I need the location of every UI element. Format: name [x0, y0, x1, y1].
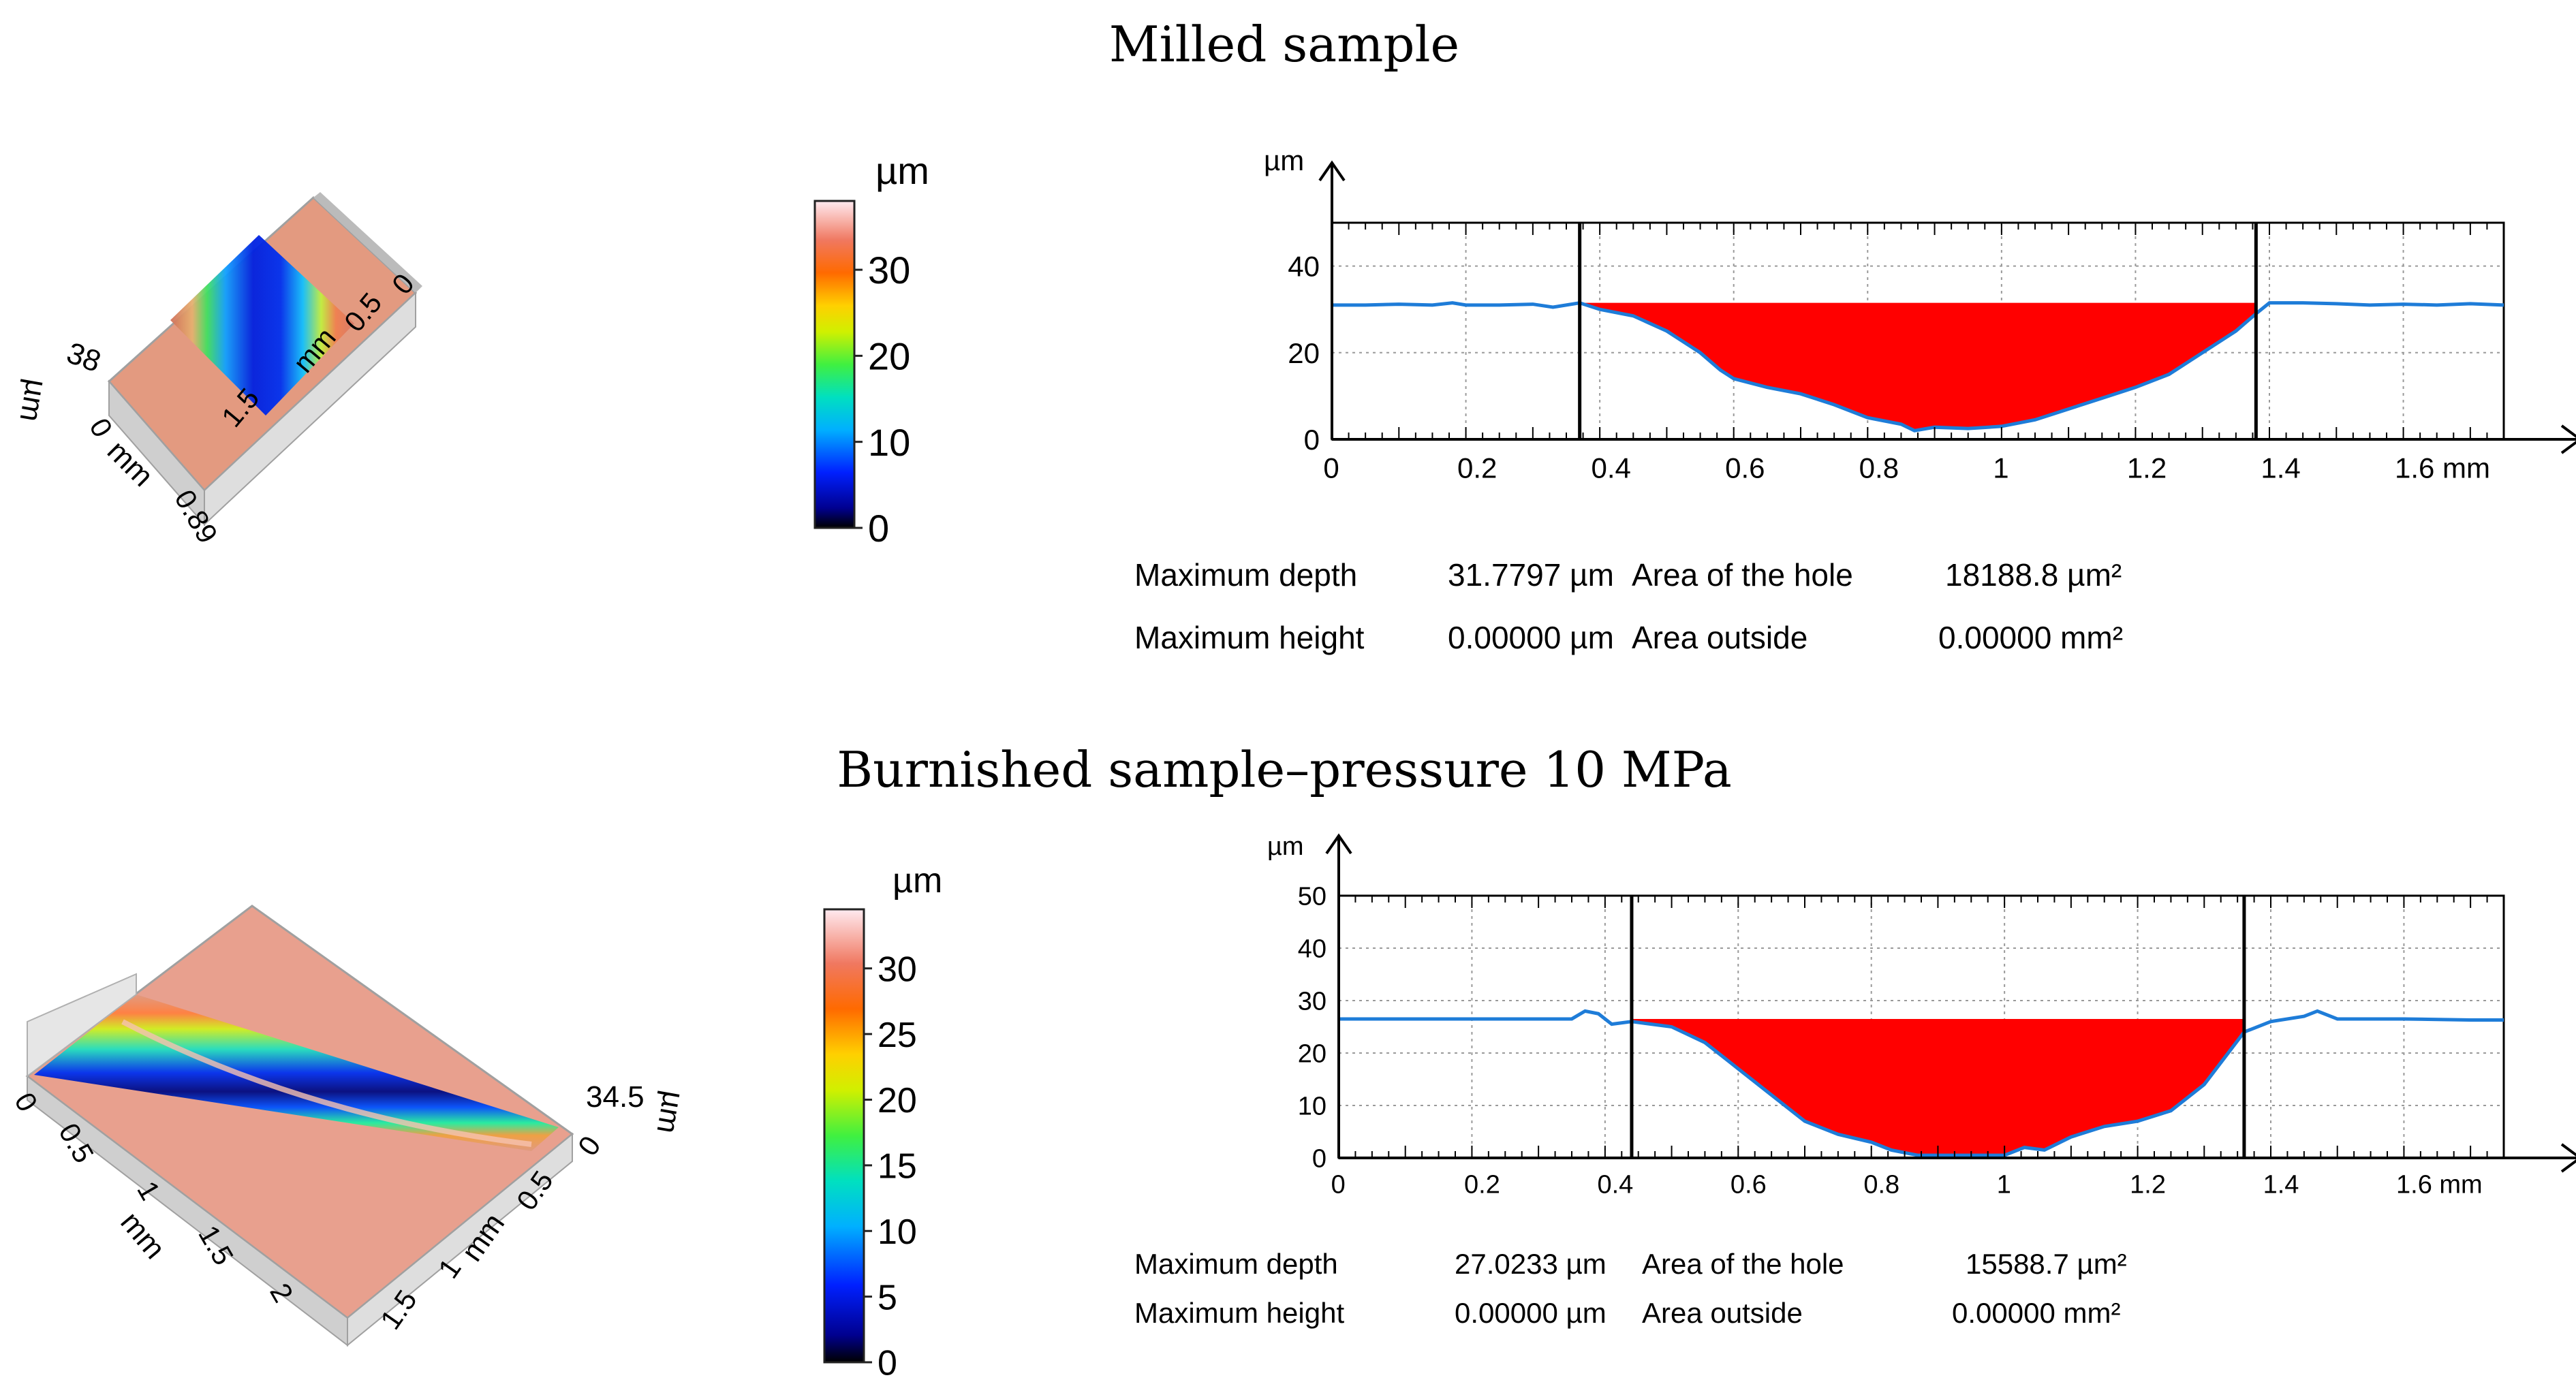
stat-1-maximum-depth-label: Maximum depth [1134, 557, 1357, 593]
x-tick-label: 0.8 [1859, 452, 1899, 484]
surface-1-height-label: 38 [63, 336, 106, 379]
stat-1-area-hole-label: Area of the hole [1632, 557, 1853, 593]
y-tick-label: 0 [1304, 424, 1320, 456]
colorbar-tick-label: 20 [878, 1081, 917, 1120]
colorbar-tick-label: 10 [878, 1212, 917, 1252]
profile-line [1332, 301, 2504, 433]
stat-1-maximum-height-label: Maximum height [1134, 620, 1365, 655]
x-tick-label: 1.6 mm [2396, 1170, 2483, 1199]
stat-2-maximum-depth-label: Maximum depth [1134, 1248, 1338, 1280]
x-tick-label: 1 [1997, 1170, 2011, 1199]
x-tick-label: 0.4 [1592, 452, 1631, 484]
colorbar-1-gradient [813, 200, 856, 529]
colorbar-tick-label: 15 [878, 1147, 917, 1187]
y-tick-label: 30 [1298, 988, 1326, 1016]
chart-2-ylabel: µm [1267, 832, 1304, 861]
stat-2-area-hole-label: Area of the hole [1642, 1248, 1844, 1280]
colorbar-tick-label: 25 [878, 1016, 917, 1055]
stat-2-area-hole-value: 15588.7 µm² [1966, 1248, 2127, 1280]
stat-2-maximum-depth-value: 27.0233 µm [1455, 1248, 1607, 1280]
panel-2-profile-chart: 0 0.2 0.4 0.6 0.8 1 1.2 1.4 1.6 mm 0 10 20 30 40 50 µ… [1267, 832, 2576, 1199]
x-tick-label: 1.6 mm [2395, 452, 2490, 484]
surface-2-height-label: 34.5 [586, 1080, 645, 1114]
surface-2-tick-a0: 0 [8, 1087, 44, 1117]
panel-2-stats: Maximum depth 27.0233 µm Area of the hol… [1134, 1248, 2127, 1329]
surface-1-tick-a0: 0 [83, 413, 119, 443]
colorbar-tick-label: 0 [868, 507, 889, 550]
colorbar-tick-label: 10 [868, 421, 910, 464]
x-tick-label: 0.2 [1457, 452, 1497, 484]
x-tick-label: 1.4 [2263, 1170, 2299, 1199]
panel-1-colorbar: µm 0 10 20 30 [813, 149, 929, 550]
surface-2-tick-b0: 0 [572, 1130, 607, 1161]
surface-2-height-unit: µm [650, 1088, 690, 1136]
colorbar-tick-label: 30 [878, 949, 917, 989]
stat-1-area-outside-value: 0.00000 mm² [1938, 620, 2123, 655]
y-tick-label: 20 [1298, 1040, 1326, 1069]
x-axis-arrow [2560, 1143, 2576, 1173]
colorbar-1-unit: µm [875, 149, 929, 192]
colorbar-tick-label: 5 [878, 1278, 897, 1317]
y-tick-label: 0 [1312, 1145, 1326, 1174]
stat-1-area-outside-label: Area outside [1632, 620, 1807, 655]
x-tick-label: 1.4 [2261, 452, 2300, 484]
hole-area [1631, 1018, 2244, 1156]
stat-2-area-outside-label: Area outside [1642, 1297, 1803, 1329]
stat-2-maximum-height-label: Maximum height [1134, 1297, 1344, 1329]
panel-1-profile-chart: 0 0.2 0.4 0.6 0.8 1 1.2 1.4 1.6 mm 0 20 40 µm [1264, 144, 2576, 484]
y-tick-label: 20 [1288, 337, 1320, 369]
stat-1-area-hole-value: 18188.8 µm² [1945, 557, 2122, 593]
y-tick-label: 40 [1298, 935, 1326, 964]
x-tick-label: 0.6 [1731, 1170, 1767, 1199]
stat-2-area-outside-value: 0.00000 mm² [1952, 1297, 2120, 1329]
x-tick-label: 1 [1993, 452, 2008, 484]
surface-2-unit-a: mm [114, 1206, 172, 1266]
panel-2-colorbar: µm 0 5 10 15 20 25 30 [823, 861, 942, 1383]
x-tick-label: 1.2 [2127, 452, 2167, 484]
y-axis-arrow [1318, 160, 1346, 182]
x-tick-label: 0.4 [1597, 1170, 1633, 1199]
x-tick-label: 0.8 [1863, 1170, 1899, 1199]
chart-1-ylabel: µm [1264, 144, 1304, 176]
panel-2-title: Burnished sample–pressure 10 MPa [837, 741, 1732, 798]
surface-1-height-unit: µm [13, 377, 53, 424]
y-tick-label: 50 [1298, 883, 1326, 911]
y-axis-arrow [1325, 833, 1352, 855]
x-axis-arrow [2560, 424, 2576, 454]
colorbar-tick-label: 20 [868, 335, 910, 378]
colorbar-tick-label: 30 [868, 249, 910, 292]
y-tick-label: 40 [1288, 251, 1320, 283]
panel-1-title: Milled sample [1109, 16, 1459, 73]
stat-1-maximum-depth-value: 31.7797 µm [1448, 557, 1614, 593]
panel-2-surface-3d: 34.5 µm 0 0.5 1 mm 1.5 2 0 0.5 mm 1 1.5 [8, 905, 690, 1347]
y-tick-label: 10 [1298, 1093, 1326, 1121]
x-tick-label: 0.6 [1725, 452, 1765, 484]
x-tick-label: 0 [1331, 1170, 1346, 1199]
panel-1-surface-3d: 38 µm 0 mm 0.89 1.5 mm 0.5 0 [13, 192, 422, 548]
x-tick-label: 1.2 [2130, 1170, 2166, 1199]
hole-area [1579, 302, 2256, 431]
x-tick-label: 0.2 [1464, 1170, 1500, 1199]
colorbar-2-gradient [823, 908, 865, 1364]
stat-2-maximum-height-value: 0.00000 µm [1455, 1297, 1607, 1329]
x-tick-label: 0 [1323, 452, 1339, 484]
panel-1-stats: Maximum depth 31.7797 µm Area of the hol… [1134, 557, 2123, 655]
colorbar-tick-label: 0 [878, 1344, 897, 1383]
colorbar-2-unit: µm [893, 861, 942, 900]
stat-1-maximum-height-value: 0.00000 µm [1448, 620, 1614, 655]
